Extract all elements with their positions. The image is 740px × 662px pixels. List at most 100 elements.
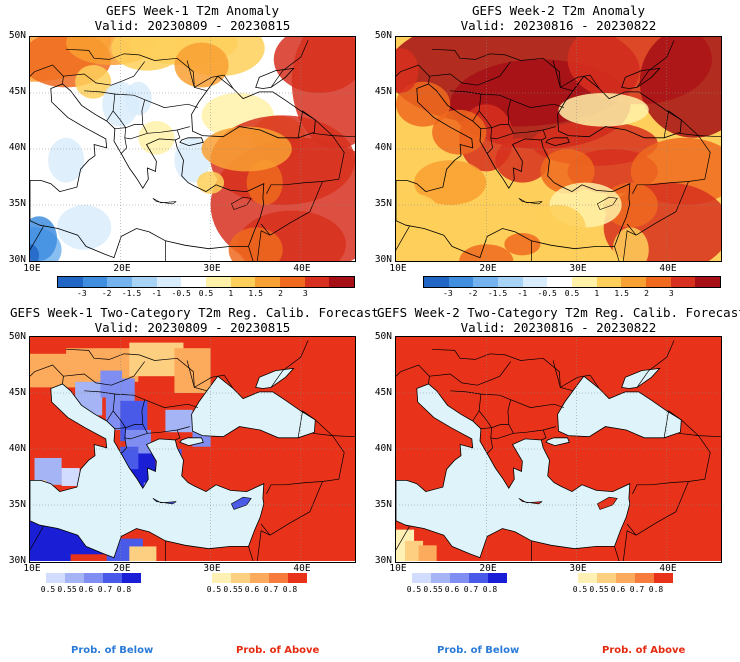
country-border	[297, 110, 355, 138]
colorbar-tick-label: 3	[668, 289, 674, 298]
colorbar-swatch	[230, 277, 256, 287]
island	[596, 496, 618, 510]
lat-label: 40N	[374, 443, 392, 454]
lon-label: 40E	[293, 263, 311, 274]
anomaly-region	[228, 227, 283, 261]
legend-tick-label: 0.5	[40, 585, 56, 594]
legend-swatch	[231, 573, 250, 583]
legend-swatch	[616, 573, 635, 583]
mediterranean-sea	[396, 383, 631, 559]
colorbar-tick-label: 0.5	[198, 289, 214, 298]
above-probability-legend	[578, 573, 673, 583]
legend-swatch	[65, 573, 84, 583]
probability-cell	[165, 409, 193, 433]
country-border	[486, 137, 493, 154]
legend-tick-label: 0.7	[629, 585, 645, 594]
below-probability-legend	[46, 573, 141, 583]
country-border	[248, 546, 254, 561]
country-border	[635, 481, 689, 536]
panel-title: GEFS Week-1 Two-Category T2m Reg. Calib.…	[10, 305, 379, 320]
country-border	[432, 348, 573, 392]
country-border	[478, 393, 512, 429]
lat-label: 50N	[8, 30, 26, 41]
country-border	[663, 410, 721, 438]
colorbar-swatch	[280, 277, 305, 287]
colorbar-swatch	[82, 277, 108, 287]
colorbar-swatch	[255, 277, 281, 287]
mediterranean-sea	[396, 83, 631, 259]
colorbar-swatch	[448, 277, 474, 287]
country-border	[636, 40, 675, 88]
sea-of-marmara	[545, 437, 570, 447]
island	[596, 196, 618, 210]
anomaly-region	[48, 137, 85, 183]
country-border	[400, 364, 430, 385]
mediterranean-sea	[30, 83, 265, 259]
country-border	[541, 129, 547, 141]
lat-label: 30N	[8, 555, 26, 566]
country-border	[34, 64, 64, 85]
colorbar-tick-label: -1	[517, 289, 528, 298]
panel-title: GEFS Week-2 T2m Anomaly	[471, 3, 646, 18]
lat-label: 45N	[8, 387, 26, 398]
lon-label: 30E	[569, 563, 587, 574]
legend-tick-label: 0.55	[589, 585, 609, 594]
lat-label: 45N	[374, 86, 392, 97]
sea-of-marmara	[179, 137, 204, 147]
anomaly-region	[197, 171, 225, 194]
island	[152, 198, 177, 205]
country-border	[30, 526, 44, 551]
legend-tick-label: 0.6	[610, 585, 626, 594]
legend-tick-label: 0.8	[482, 585, 498, 594]
legend-swatch	[578, 573, 597, 583]
legend-tick-label: 0.5	[406, 585, 422, 594]
probability-cell	[418, 545, 437, 561]
lat-label: 35N	[8, 499, 26, 510]
legend-tick-label: 0.5	[572, 585, 588, 594]
country-border	[510, 99, 565, 108]
country-border	[120, 137, 127, 154]
lon-label: 40E	[659, 263, 677, 274]
legend-swatch	[288, 573, 307, 583]
anomaly-region	[396, 81, 451, 127]
probability-map	[395, 336, 722, 563]
country-border	[112, 393, 146, 429]
country-border	[622, 223, 637, 261]
legend-swatch	[212, 573, 231, 583]
colorbar-tick-label: -3	[77, 289, 87, 298]
colorbar-swatch	[547, 277, 573, 287]
sea-of-azov	[255, 67, 295, 89]
country-border	[635, 181, 689, 236]
country-border	[120, 437, 127, 454]
legend-swatch	[654, 573, 673, 583]
colorbar-tick-label: 1	[228, 289, 234, 298]
lat-label: 35N	[374, 499, 392, 510]
anomaly-colorbar	[423, 276, 721, 288]
lon-label: 20E	[479, 563, 497, 574]
anomaly-region	[414, 160, 487, 205]
anomaly-map	[395, 36, 722, 262]
lon-label: 10E	[23, 563, 41, 574]
colorbar-tick-label: -2	[101, 289, 112, 298]
country-border	[541, 429, 547, 441]
lat-label: 30N	[374, 555, 392, 566]
sea-of-azov	[255, 367, 295, 389]
probability-cell	[61, 468, 80, 486]
country-border	[622, 523, 637, 561]
country-border	[142, 124, 190, 134]
anomaly-region	[124, 81, 152, 116]
country-border	[66, 48, 207, 92]
legend-swatch	[46, 573, 65, 583]
legend-tick-label: 0.55	[223, 585, 243, 594]
island	[230, 196, 252, 210]
country-border	[30, 71, 35, 77]
country-border	[248, 246, 254, 261]
above-probability-legend	[212, 573, 307, 583]
country-border	[34, 364, 64, 385]
legend-swatch	[597, 573, 616, 583]
panel-valid-dates: Valid: 20230816 - 20230822	[460, 18, 657, 33]
colorbar-tick-label: -0.5	[171, 289, 191, 298]
country-border	[63, 361, 145, 386]
sea-of-azov	[621, 367, 661, 389]
colorbar-swatch	[498, 277, 523, 287]
